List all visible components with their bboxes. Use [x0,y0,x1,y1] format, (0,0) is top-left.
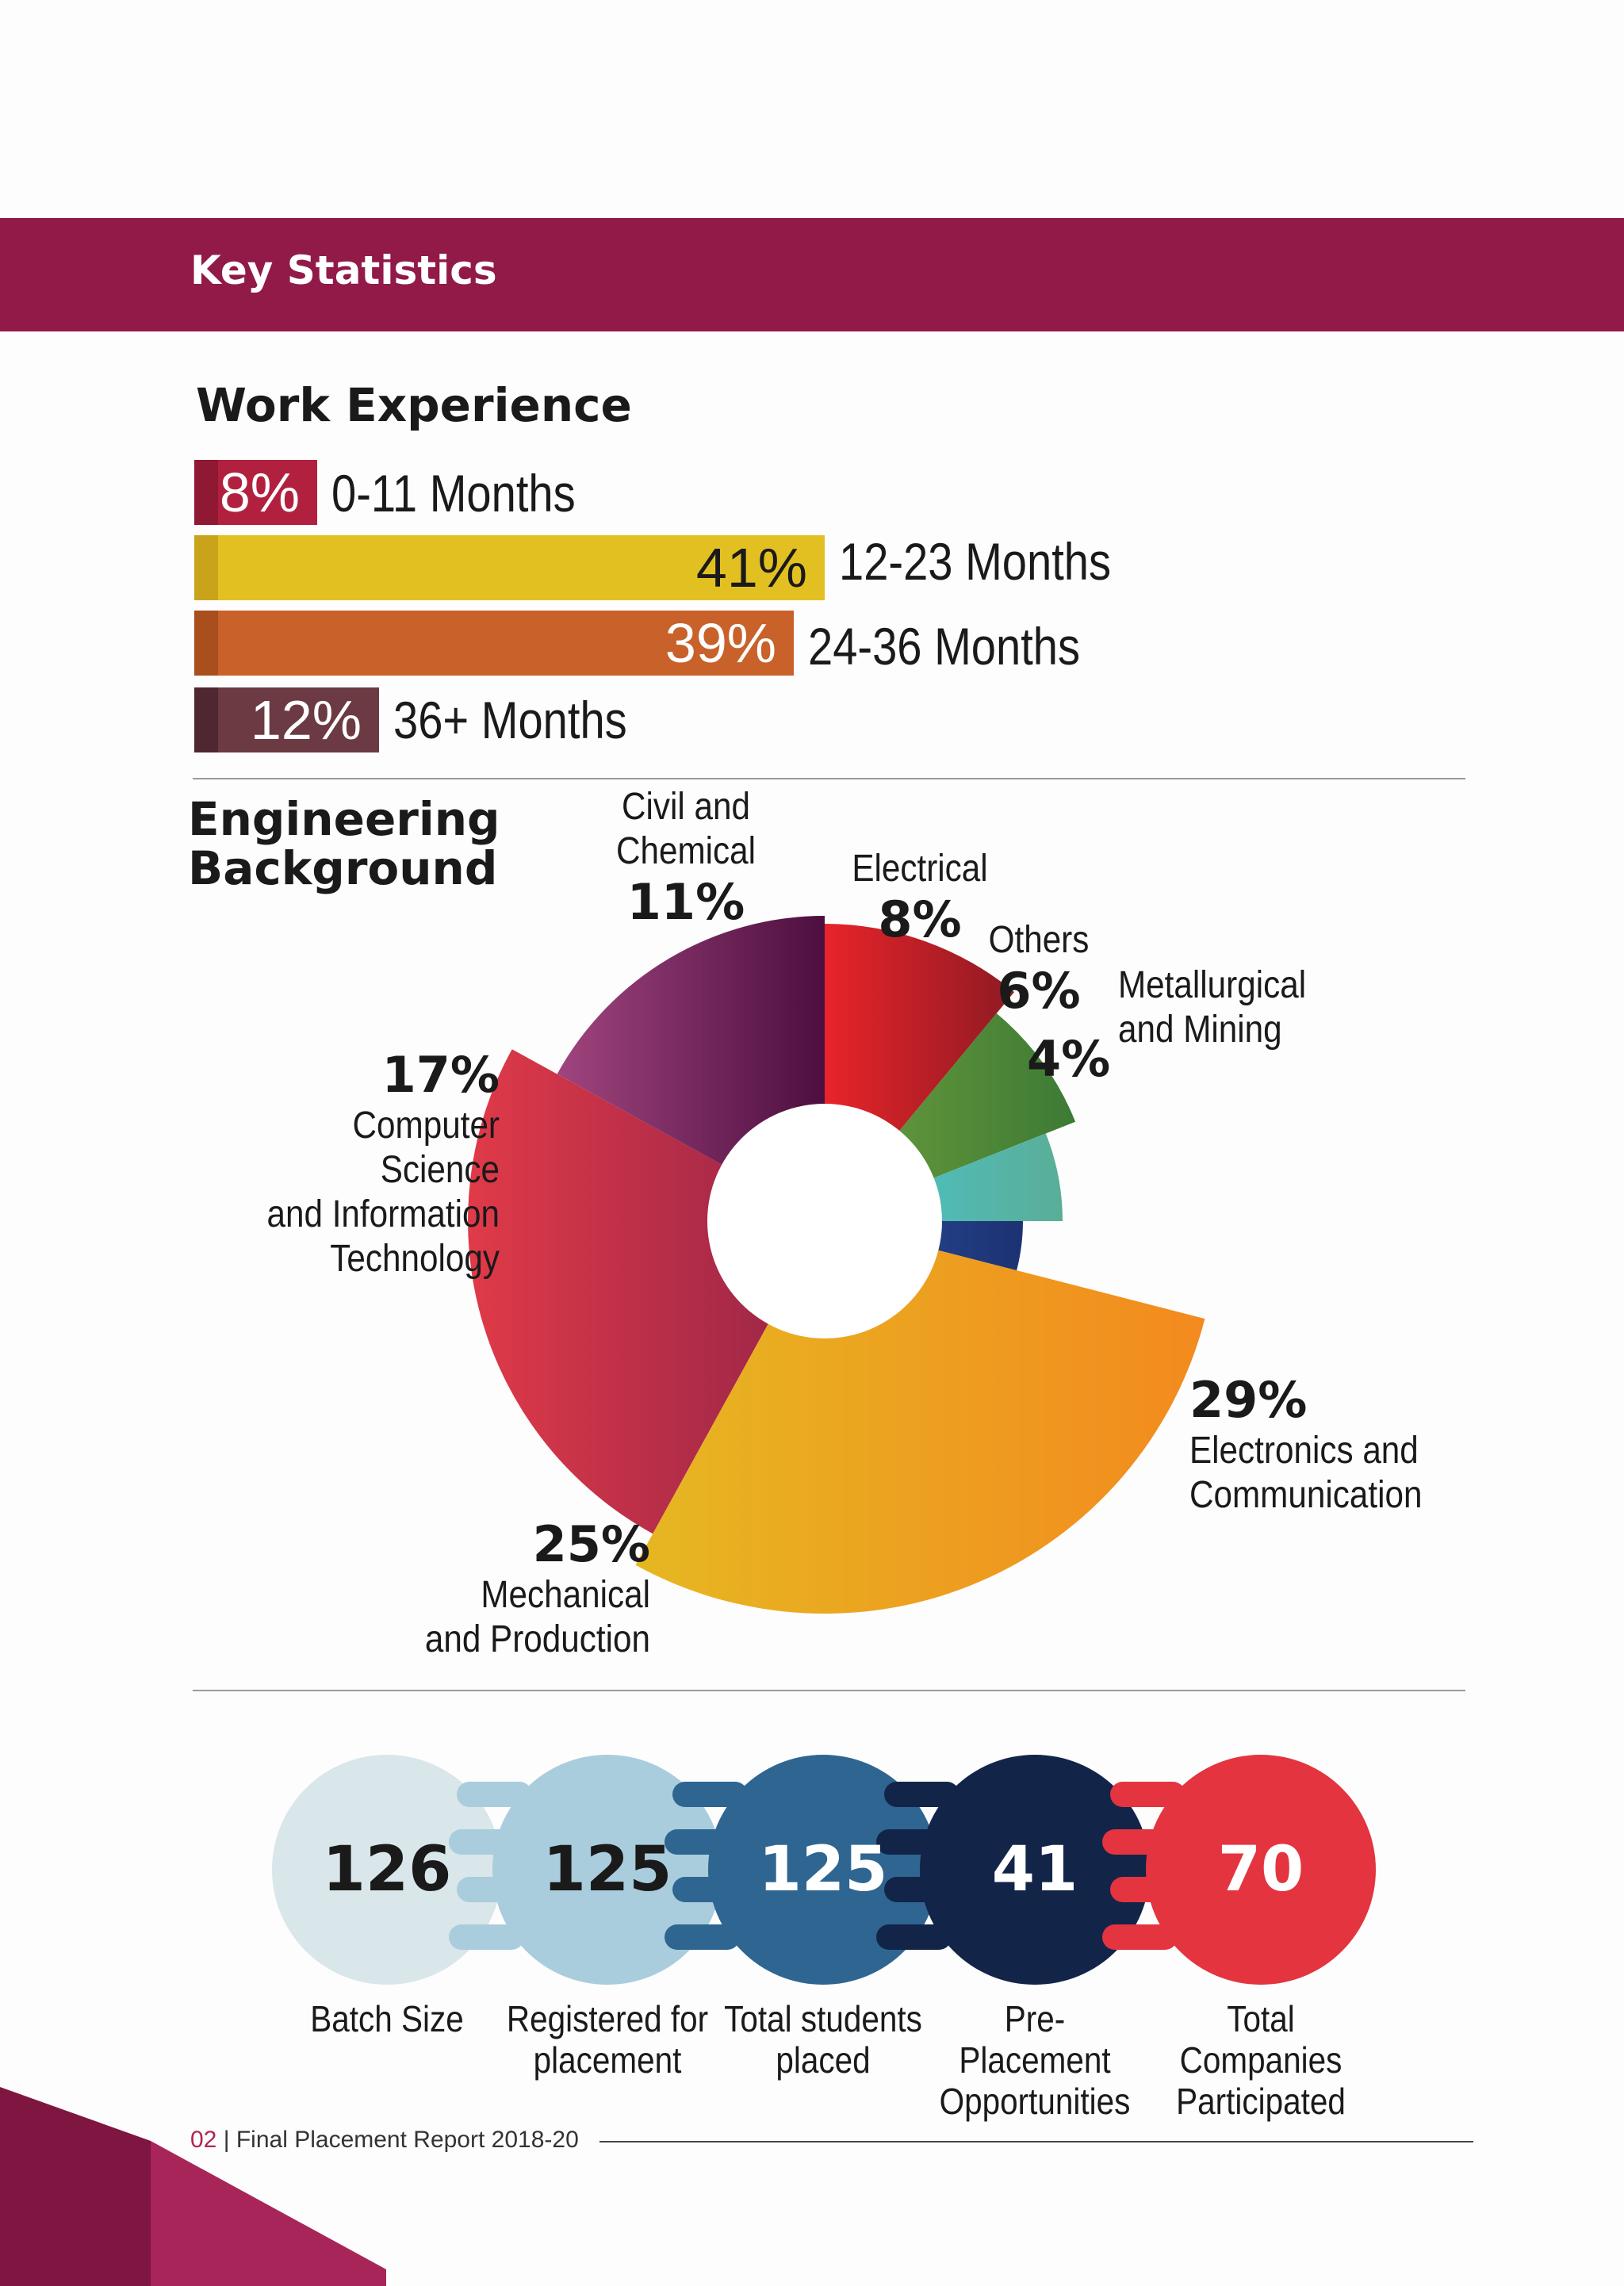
pie-label: Civil and Chemical 11% [587,785,785,931]
corner-decoration [0,2087,386,2286]
bar-percent: 39% [665,612,776,674]
experience-range-label: 12-23 Months [839,532,1112,591]
section-divider [193,778,1465,779]
bar-stub [194,535,218,600]
stat-circle [708,1755,938,1985]
footer-separator: | [216,2127,236,2153]
circle-connector [1110,1782,1185,1807]
pie-category-name: Metallurgical and Mining [1118,964,1307,1051]
stat-label: Batch Size [310,1998,464,2039]
experience-range-label: 24-36 Months [808,617,1081,676]
section-divider [193,1690,1465,1691]
pie-label: 17% Computer Science and Information Tech… [198,1047,500,1281]
pie-label: Electrical 8% [841,847,999,948]
page-title: Key Statistics [190,247,497,293]
pie-percent-label: 25% [532,1515,650,1573]
pie-percent-label: 4% [1027,1030,1111,1088]
circle-connector [884,1782,959,1807]
stat-circle [272,1755,502,1985]
pie-category-name: Mechanical and Production [424,1574,650,1660]
pie-category-name: Electronics and Communication [1189,1430,1423,1516]
circle-connector [457,1877,532,1902]
circle-connector [1102,1829,1178,1855]
stat-circle [1146,1755,1376,1985]
circle-connector [1102,1924,1178,1950]
circle-connector [449,1924,524,1950]
pie-label: 29% Electronics and Communication [1189,1372,1507,1518]
pie-label: 25% Mechanical and Production [389,1516,650,1662]
engineering-title: Engineering Background [188,795,500,893]
experience-range-label: 0-11 Months [331,464,576,523]
circle-connector [449,1829,524,1855]
stat-value: 41 [991,1834,1078,1905]
pie-slice [468,1049,825,1534]
page-number: 02 [190,2127,217,2153]
header-bar [0,218,1624,331]
circle-connector [876,1829,952,1855]
report-title: Final Placement Report 2018-20 [236,2127,579,2153]
pie-percent-label: 11% [626,873,745,931]
stat-value: 125 [542,1834,672,1905]
bar-stub [194,611,218,676]
bar-percent: 41% [695,537,807,599]
bar-stub [194,460,218,525]
circle-connector [1110,1877,1185,1902]
pie-category-name: Civil and Chemical [615,786,756,872]
stat-circle [492,1755,722,1985]
footer-rule [599,2141,1473,2142]
engineering-title-line: Background [188,841,498,895]
circle-connector [876,1924,952,1950]
experience-range-label: 36+ Months [393,691,627,749]
pie-percent-label: 17% [381,1046,500,1104]
circle-connector [672,1877,748,1902]
bar-percent: 8% [219,461,300,523]
experience-bar: 41% [194,535,825,600]
stat-label: Registered for placement [506,1998,709,2081]
pie-percent-label: 8% [878,890,962,948]
pie-percent-label: 29% [1189,1371,1308,1429]
pie-category-name: Computer Science and Information Technol… [266,1105,500,1280]
bar-percent: 12% [250,689,362,751]
stat-label: Pre-Placement Opportunities [939,1998,1131,2122]
circle-connector [672,1782,748,1807]
stat-label: Total Companies Participated [1176,1998,1346,2122]
engineering-title-line: Engineering [188,792,500,846]
bar-stub [194,687,218,752]
stat-value: 126 [322,1834,452,1905]
pie-category-name: Electrical [852,848,988,890]
stat-label: Total students placed [724,1998,922,2081]
circle-connector [457,1782,532,1807]
footer-text: 02 | Final Placement Report 2018-20 [190,2127,579,2154]
pie-category-name: Others [988,919,1090,961]
stat-circle [920,1755,1150,1985]
pie-label: Others 6% [975,918,1102,1020]
pie-percent-label: 6% [997,962,1081,1020]
circle-connector [665,1829,740,1855]
experience-bar: 39% [194,611,794,676]
experience-bar: 12% [194,687,379,752]
circle-connector [884,1877,959,1902]
experience-bar: 8% [194,460,317,525]
circle-connector [665,1924,740,1950]
stat-value: 70 [1217,1834,1304,1905]
work-experience-title: Work Experience [196,378,632,432]
stat-value: 125 [758,1834,888,1905]
pie-center-hole [707,1104,942,1338]
